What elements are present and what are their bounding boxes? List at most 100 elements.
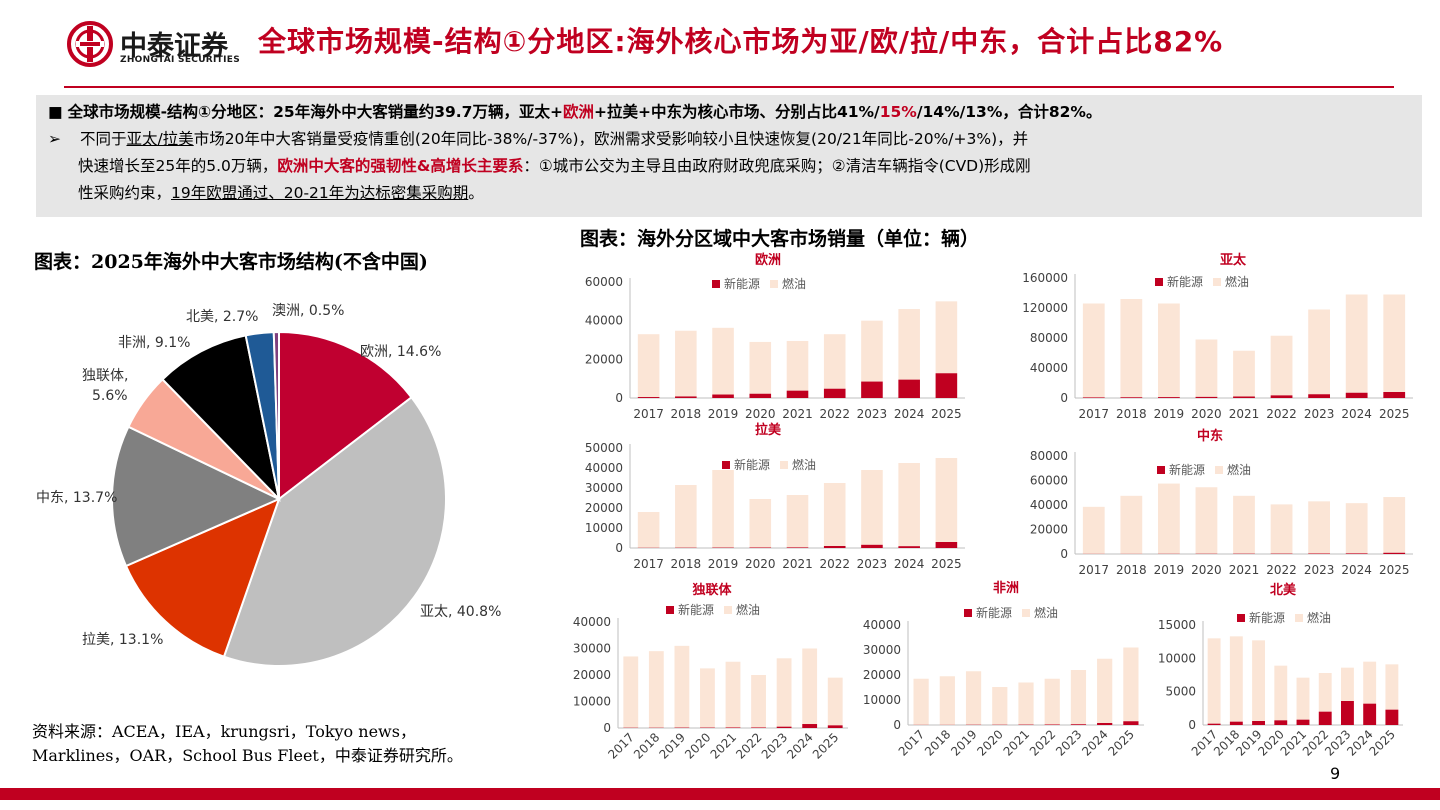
bar-nev [1318, 711, 1332, 725]
x-tick-label: 2023 [1304, 407, 1335, 421]
bar-nev [1345, 392, 1368, 398]
left-figure-title: 图表：2025年海外中大客市场结构(不含中国) [34, 251, 428, 273]
chart-title: 非洲 [993, 580, 1019, 596]
legend-swatch-fuel [1022, 609, 1030, 617]
bar-nev [1120, 397, 1143, 398]
x-tick-label: 2019 [948, 727, 979, 758]
summary-text: 性采购约束， [78, 184, 172, 202]
x-tick-label: 2023 [857, 557, 888, 571]
legend-label-nev: 新能源 [734, 457, 770, 472]
bar-nev [712, 394, 734, 398]
x-tick-label: 2022 [1027, 727, 1058, 758]
bar-fuel [1097, 658, 1113, 723]
bar-fuel [1044, 678, 1060, 725]
bar-fuel [1233, 350, 1255, 397]
chart-title: 拉美 [755, 422, 782, 438]
summary-text: 不同于 [79, 130, 127, 148]
legend-swatch-fuel [780, 461, 788, 469]
legend-swatch-nev [1237, 614, 1245, 622]
bar-fuel [637, 512, 660, 548]
x-tick-label: 2025 [931, 407, 962, 421]
bar-fuel [1308, 309, 1331, 395]
summary-line-3: 快速增长至25年的5.0万辆，欧洲中大客的强韧性&高增长主要系：①城市公交为主导… [78, 155, 1031, 177]
x-tick-label: 2020 [745, 557, 776, 571]
x-tick-label: 2022 [819, 557, 850, 571]
pie-label-中东: 中东, 13.7% [36, 490, 117, 506]
legend-swatch-fuel [724, 606, 732, 614]
summary-highlight: 欧洲中大客的强韧性&高增长主要系 [277, 157, 524, 175]
x-tick-label: 2025 [931, 557, 962, 571]
bar-fuel [749, 499, 772, 548]
summary-text: /14%/13%，合计82%。 [916, 103, 1102, 121]
bar-nev [861, 381, 883, 398]
bar-fuel [913, 678, 929, 725]
summary-text: 快速增长至25年的5.0万辆， [78, 157, 278, 175]
y-tick-label: 10000 [573, 695, 611, 709]
bar-fuel [725, 661, 741, 728]
y-tick-label: 20000 [573, 668, 611, 682]
x-tick-label: 2022 [1266, 563, 1297, 577]
bar-nev [749, 547, 772, 548]
bar-nev [1274, 720, 1288, 725]
x-tick-label: 2024 [1341, 407, 1372, 421]
bar-fuel [786, 340, 809, 391]
x-tick-label: 2018 [1116, 563, 1147, 577]
x-tick-label: 2020 [1191, 407, 1222, 421]
y-tick-label: 15000 [1158, 618, 1196, 632]
x-tick-label: 2020 [974, 727, 1005, 758]
chart-title: 北美 [1270, 582, 1297, 598]
bar-nev [751, 727, 766, 728]
bar-fuel [1274, 665, 1288, 721]
y-tick-label: 0 [615, 391, 623, 405]
bar-fuel [637, 334, 660, 398]
x-tick-label: 2023 [759, 730, 790, 761]
pie-label-澳洲: 澳洲, 0.5% [272, 303, 344, 319]
y-tick-label: 20000 [1030, 523, 1068, 537]
x-tick-label: 2024 [894, 407, 925, 421]
source-line: 资料来源：ACEA，IEA，krungsri，Tokyo news， [32, 722, 416, 741]
bar-nev [1070, 724, 1087, 725]
bar-nev [1229, 721, 1243, 725]
legend-swatch-nev [722, 461, 730, 469]
pie-slice-拉美 [124, 497, 281, 658]
bar-nev [637, 397, 660, 398]
summary-text: 全球市场规模-结构①分地区：25年海外中大客销量约39.7万辆， [67, 103, 519, 121]
summary-text: 市场20年中大客销量受疫情重创(20年同比-38%/-37%)，欧洲需求受影响较… [193, 130, 1029, 148]
bar-fuel [1296, 677, 1310, 720]
x-tick-label: 2023 [1304, 563, 1335, 577]
x-tick-label: 2019 [708, 557, 739, 571]
y-tick-label: 0 [603, 721, 611, 735]
chart-title: 亚太 [1220, 252, 1247, 268]
legend-swatch-nev [1157, 466, 1165, 474]
bar-fuel [1018, 682, 1034, 725]
bar-fuel [939, 676, 955, 725]
bar-fuel [1229, 636, 1243, 722]
company-name: 中泰证券 [120, 31, 228, 62]
summary-underline: 亚太/拉美 [126, 130, 194, 148]
bar-fuel [1341, 667, 1354, 701]
page-title: 全球市场规模-结构①分地区:海外核心市场为亚/欧/拉/中东，合计占比82% [258, 25, 1224, 58]
y-tick-label: 120000 [1022, 301, 1068, 315]
bar-nev [1157, 397, 1180, 398]
bar-nev [823, 546, 846, 548]
bar-nev [827, 725, 843, 728]
summary-text: +拉美+中东为核心市场、分别占比41%/ [593, 103, 880, 121]
x-tick-label: 2024 [894, 557, 925, 571]
x-tick-label: 2021 [1229, 407, 1260, 421]
legend-swatch-nev [666, 606, 674, 614]
bar-fuel [802, 648, 818, 725]
bar-fuel [1070, 670, 1087, 725]
y-tick-label: 40000 [573, 615, 611, 629]
legend-label-fuel: 燃油 [1225, 274, 1249, 289]
bar-nev [1296, 719, 1310, 725]
bar-fuel [1318, 673, 1332, 712]
y-tick-label: 0 [1060, 547, 1068, 561]
bar-fuel [786, 495, 809, 548]
bar-fuel [1082, 506, 1105, 554]
y-tick-label: 40000 [585, 314, 623, 328]
x-tick-label: 2019 [708, 407, 739, 421]
bar-fuel [751, 675, 766, 728]
legend-swatch-fuel [1215, 466, 1223, 474]
bar-fuel [1157, 303, 1180, 398]
